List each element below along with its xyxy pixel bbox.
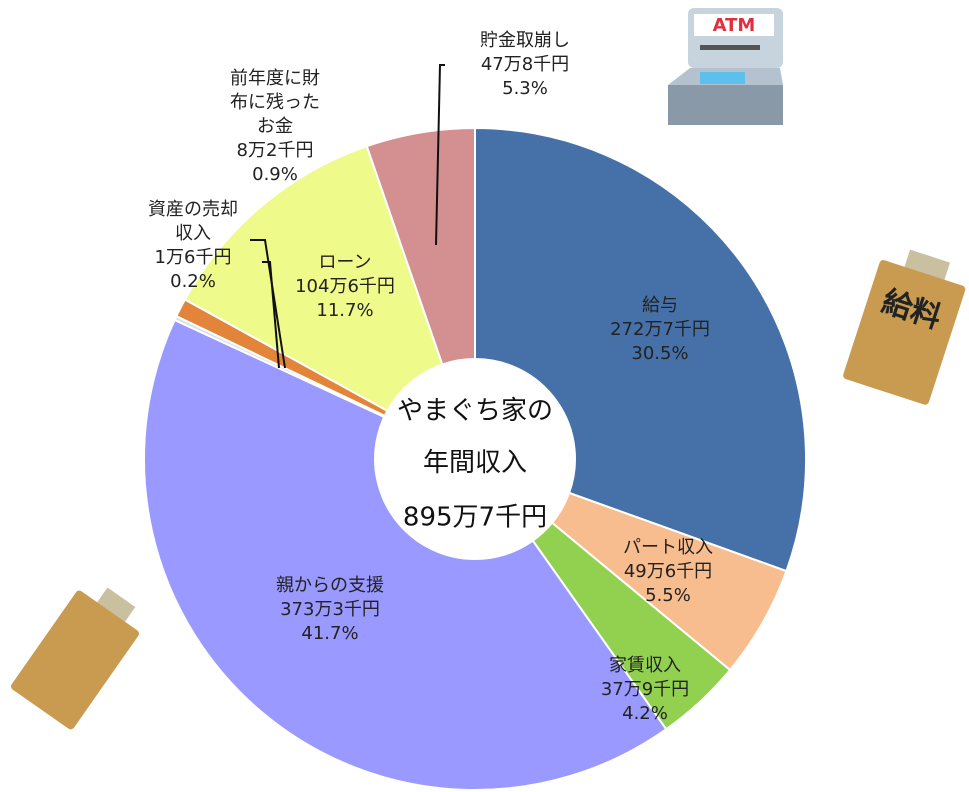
amount-label: 1万6千円: [155, 247, 232, 268]
percent-label: 5.3%: [502, 78, 548, 99]
amount-label: 104万6千円: [295, 276, 395, 297]
amount-label: 272万7千円: [610, 319, 710, 340]
category-label: 家賃収入: [609, 655, 681, 676]
category-label: 給与: [642, 295, 678, 316]
atm-label: ATM: [713, 15, 756, 36]
percent-label: 0.9%: [252, 164, 298, 185]
amount-label: 373万3千円: [280, 599, 380, 620]
center-total: 895万7千円: [403, 503, 547, 533]
category-label: 資産の売却収入: [148, 199, 238, 244]
page: {"chart_data": { "type": "donut", "cente…: [0, 0, 969, 792]
percent-label: 30.5%: [631, 343, 688, 364]
percent-label: 41.7%: [301, 623, 358, 644]
percent-label: 11.7%: [316, 300, 373, 321]
salary-envelope: 給料: [842, 242, 969, 406]
amount-label: 47万8千円: [481, 54, 569, 75]
category-label: 貯金取崩し: [480, 30, 570, 51]
category-label: 前年度に財布に残ったお金: [230, 68, 320, 137]
percent-label: 5.5%: [645, 585, 691, 606]
percent-label: 4.2%: [622, 703, 668, 724]
category-label: 親からの支援: [276, 575, 384, 596]
category-label: ローン: [318, 252, 371, 273]
chart: ATM 給料 やまぐち家の年間収入895万7千円給与272万7千円30.5%パー…: [0, 0, 969, 792]
percent-label: 0.2%: [170, 271, 216, 292]
category-label: パート収入: [623, 537, 713, 558]
amount-label: 8万2千円: [237, 140, 314, 161]
amount-label: 49万6千円: [624, 561, 712, 582]
amount-label: 37万9千円: [601, 679, 689, 700]
envelope: [9, 574, 150, 731]
atm-icon: ATM: [668, 8, 783, 125]
